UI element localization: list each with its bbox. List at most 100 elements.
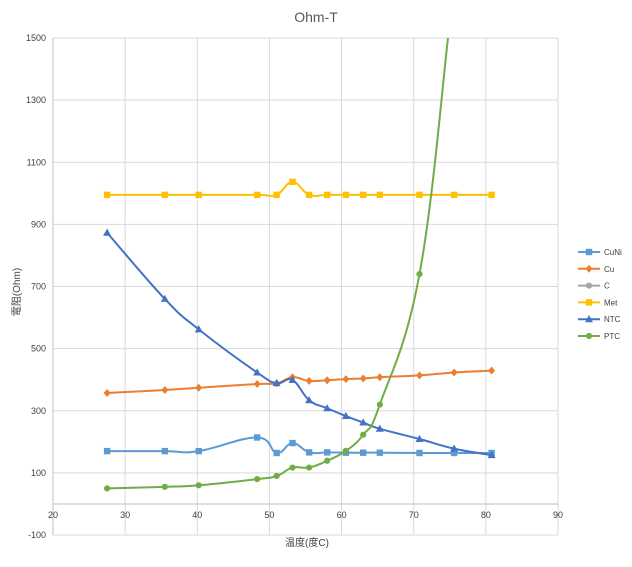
data-point-ptc [104, 485, 111, 492]
legend-item-cuni: CuNi [578, 248, 622, 257]
y-tick-label: 1100 [27, 157, 46, 167]
data-point-met [161, 191, 169, 199]
data-point-ntc [375, 424, 384, 432]
y-tick-label: 1500 [26, 33, 46, 43]
data-point-met [342, 191, 350, 199]
data-point-met [416, 191, 423, 199]
x-axis-label: 温度(度C) [285, 536, 329, 549]
data-point-cuni [416, 449, 423, 457]
data-point-ntc [359, 418, 368, 426]
data-point-cu [359, 374, 367, 383]
x-tick-label: 80 [481, 510, 491, 520]
legend-item-ntc: NTC [578, 315, 621, 324]
data-point-ntc [323, 404, 332, 412]
data-point-cu [376, 373, 384, 382]
data-point-cu [253, 380, 261, 389]
data-point-ntc [305, 395, 314, 404]
data-point-met [305, 191, 313, 199]
x-tick-label: 30 [120, 510, 130, 520]
y-tick-label: 300 [31, 406, 46, 416]
data-point-met [253, 191, 261, 199]
data-point-cu [450, 368, 458, 377]
data-point-cuni [161, 447, 169, 455]
chart-title: Ohm-T [294, 9, 338, 25]
data-point-ptc [289, 464, 296, 471]
data-point-met [103, 191, 111, 199]
x-tick-label: 50 [264, 510, 274, 520]
data-point-ptc [376, 401, 383, 408]
series-line-met [107, 180, 492, 198]
data-point-ntc [341, 411, 350, 420]
series-met [103, 178, 495, 199]
data-point-ntc [194, 325, 203, 333]
legend-item-c: C [578, 282, 610, 291]
data-point-cuni [376, 449, 384, 456]
y-tick-label: 1300 [26, 95, 46, 105]
legend-label-c: C [604, 282, 610, 291]
data-point-ntc [160, 294, 169, 302]
data-point-met [488, 191, 495, 199]
series-lines [103, 32, 496, 492]
data-point-cuni [103, 447, 111, 455]
series-ntc [103, 228, 496, 459]
data-point-ptc [161, 483, 168, 490]
series-line-ntc [106, 232, 492, 457]
y-tick-label: 900 [31, 219, 46, 229]
data-point-cuni [323, 449, 331, 456]
data-point-ptc [416, 270, 423, 278]
series-ptc [104, 32, 451, 492]
data-point-ntc [288, 375, 297, 383]
data-point-ptc [445, 32, 451, 38]
data-point-cu [342, 375, 350, 384]
x-tick-label: 60 [337, 510, 347, 520]
x-tick-label: 40 [192, 510, 202, 520]
data-point-ptc [254, 475, 261, 483]
data-point-cuni [253, 434, 261, 441]
legend-marker-cu [585, 264, 593, 273]
x-tick-label: 90 [553, 510, 563, 520]
data-point-cu [305, 376, 313, 385]
series-cuni [103, 434, 495, 457]
data-point-cu [103, 389, 111, 398]
legend-marker-c [585, 282, 593, 289]
legend-label-met: Met [604, 298, 618, 307]
legend-label-ntc: NTC [604, 315, 621, 324]
data-point-cu [195, 383, 203, 392]
data-point-met [323, 191, 331, 199]
data-point-ntc [415, 434, 424, 443]
data-point-ptc [360, 431, 367, 438]
data-point-cuni [195, 447, 202, 455]
legend-item-cu: Cu [578, 264, 614, 274]
data-point-ntc [253, 368, 262, 376]
data-point-ptc [324, 457, 331, 464]
data-point-cu [323, 376, 331, 385]
data-point-ntc [487, 450, 496, 459]
gridlines [53, 37, 559, 536]
data-point-cuni [289, 439, 296, 447]
data-point-cu [488, 366, 496, 375]
legend-label-cu: Cu [604, 265, 614, 274]
data-point-ntc [103, 228, 112, 236]
y-axis-label: 電阻(Ohm) [11, 268, 23, 316]
x-tick-label: 70 [409, 510, 419, 520]
data-point-ptc [306, 464, 313, 471]
y-tick-label: 500 [31, 344, 46, 354]
data-point-ptc [273, 472, 280, 480]
data-point-ntc [272, 378, 281, 387]
data-point-met [360, 191, 367, 199]
legend-label-ptc: PTC [604, 332, 620, 341]
legend: CuNi Cu C Met NTC PTC [578, 248, 622, 341]
series-line-cuni [107, 436, 492, 455]
legend-marker-cuni [585, 248, 593, 256]
legend-item-met: Met [578, 298, 618, 307]
data-point-met [450, 191, 458, 199]
legend-item-ptc: PTC [578, 332, 620, 341]
data-point-cu [415, 371, 423, 380]
data-point-ptc [342, 447, 349, 454]
data-point-cuni [273, 449, 280, 457]
legend-marker-ntc [585, 315, 593, 323]
data-point-met [289, 178, 296, 186]
legend-label-cuni: CuNi [604, 248, 622, 257]
